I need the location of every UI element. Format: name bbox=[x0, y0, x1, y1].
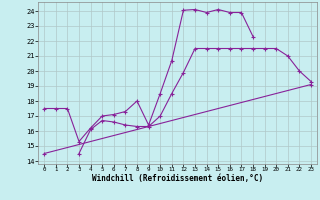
X-axis label: Windchill (Refroidissement éolien,°C): Windchill (Refroidissement éolien,°C) bbox=[92, 174, 263, 183]
